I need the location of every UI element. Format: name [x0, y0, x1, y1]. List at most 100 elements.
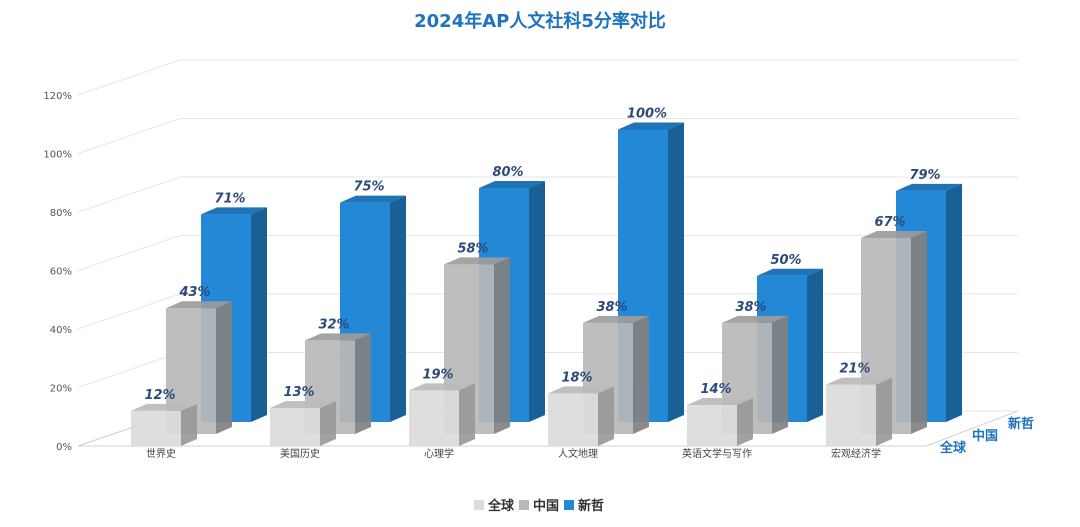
bar-side — [946, 183, 962, 422]
bar-side — [181, 403, 197, 446]
chart-title: 2024年AP人文社科5分率对比 — [414, 10, 666, 32]
data-label: 21% — [839, 362, 870, 377]
gridline-side — [77, 176, 181, 213]
bar-top — [618, 122, 684, 130]
data-label: 12% — [144, 388, 175, 403]
bar-top — [722, 315, 788, 323]
data-label: 80% — [492, 165, 523, 180]
bar-side — [807, 268, 823, 422]
category-label: 世界史 — [146, 448, 176, 460]
category-label: 人文地理 — [558, 447, 598, 460]
bar-front — [270, 407, 320, 446]
bar-side — [772, 315, 788, 434]
y-tick-label: 100% — [43, 150, 72, 161]
y-tick-label: 80% — [50, 208, 72, 219]
bar — [687, 398, 753, 446]
data-label: 32% — [318, 317, 349, 332]
data-label: 38% — [735, 300, 766, 315]
data-label: 14% — [700, 382, 731, 397]
y-tick-label: 60% — [50, 267, 72, 278]
category-label: 美国历史 — [280, 447, 320, 460]
bar-side — [668, 122, 684, 422]
legend: 全球 中国 新哲 — [474, 498, 604, 514]
bar-front — [548, 393, 598, 446]
gridline-side — [77, 235, 181, 271]
legend-item: 全球 — [474, 498, 515, 514]
x-axis: 世界史 美国历史 心理学 人文地理 英语文学与写作 宏观经济学 — [146, 447, 881, 460]
bar — [548, 386, 614, 446]
data-label: 13% — [283, 385, 314, 400]
data-label: 100% — [627, 107, 667, 122]
bar-top — [479, 181, 545, 188]
data-label: 79% — [909, 168, 940, 183]
legend-swatch — [564, 500, 574, 510]
bar-top — [896, 183, 962, 191]
depth-label: 新哲 — [1008, 416, 1034, 432]
bar-top — [826, 377, 892, 385]
bar-top — [548, 386, 614, 394]
bar-side — [911, 231, 927, 434]
data-label: 58% — [457, 241, 488, 256]
bar-side — [529, 181, 545, 422]
data-label: 71% — [214, 191, 245, 206]
bar-side — [737, 398, 753, 446]
gridline-side — [77, 59, 181, 96]
bar-top — [861, 231, 927, 239]
bar-front — [687, 405, 737, 446]
bar-side — [216, 301, 232, 434]
y-tick-label: 40% — [50, 325, 72, 336]
depth-label: 中国 — [972, 428, 998, 444]
data-label: 67% — [874, 215, 905, 230]
bar-front — [131, 410, 181, 446]
legend-swatch — [474, 500, 484, 510]
y-axis: 0% 20% 40% 60% 80% 100% 120% — [43, 91, 72, 453]
bar-side — [390, 195, 406, 422]
data-label: 50% — [770, 253, 801, 268]
bar-side — [494, 257, 510, 434]
bar-top — [166, 301, 232, 309]
legend-label: 新哲 — [578, 498, 604, 514]
data-label: 75% — [353, 180, 384, 195]
data-label: 38% — [596, 300, 627, 315]
bar — [270, 400, 336, 446]
bar-top — [270, 400, 336, 408]
bar-top — [757, 268, 823, 276]
gridline-side — [77, 352, 181, 388]
data-labels: 71% 75% 80% 100% 50% 79% 43% 32% 58% 38% 38% 67% 12%… — [144, 107, 940, 403]
bar-side — [876, 377, 892, 446]
bar-top — [305, 333, 371, 341]
legend-swatch — [519, 500, 529, 510]
bar-top — [687, 398, 753, 406]
legend-label: 全球 — [487, 498, 515, 514]
legend-item: 中国 — [519, 498, 559, 514]
category-label: 宏观经济学 — [831, 447, 881, 460]
bar-top — [583, 315, 649, 323]
gridline-side — [77, 293, 181, 330]
bar-side — [355, 333, 371, 434]
bar-front — [826, 384, 876, 446]
bar-side — [633, 315, 649, 434]
legend-label: 中国 — [533, 498, 559, 514]
legend-item: 新哲 — [564, 498, 604, 514]
gridline-side — [77, 118, 181, 154]
bar-top — [444, 257, 510, 265]
y-tick-label: 120% — [43, 91, 72, 102]
bar-side — [459, 383, 475, 446]
bar — [826, 377, 892, 446]
category-label: 英语文学与写作 — [682, 447, 752, 460]
floor-right — [925, 410, 1019, 447]
category-label: 心理学 — [424, 447, 454, 460]
bar — [131, 403, 197, 446]
bar-side — [251, 207, 267, 422]
bar-side — [598, 386, 614, 446]
bar-top — [201, 207, 267, 215]
plot-area — [131, 122, 962, 446]
data-label: 18% — [561, 370, 592, 385]
data-label: 19% — [422, 367, 453, 382]
y-tick-label: 0% — [56, 442, 72, 453]
bar-top — [409, 383, 475, 391]
bar-front — [409, 390, 459, 446]
depth-label: 全球 — [939, 440, 967, 456]
